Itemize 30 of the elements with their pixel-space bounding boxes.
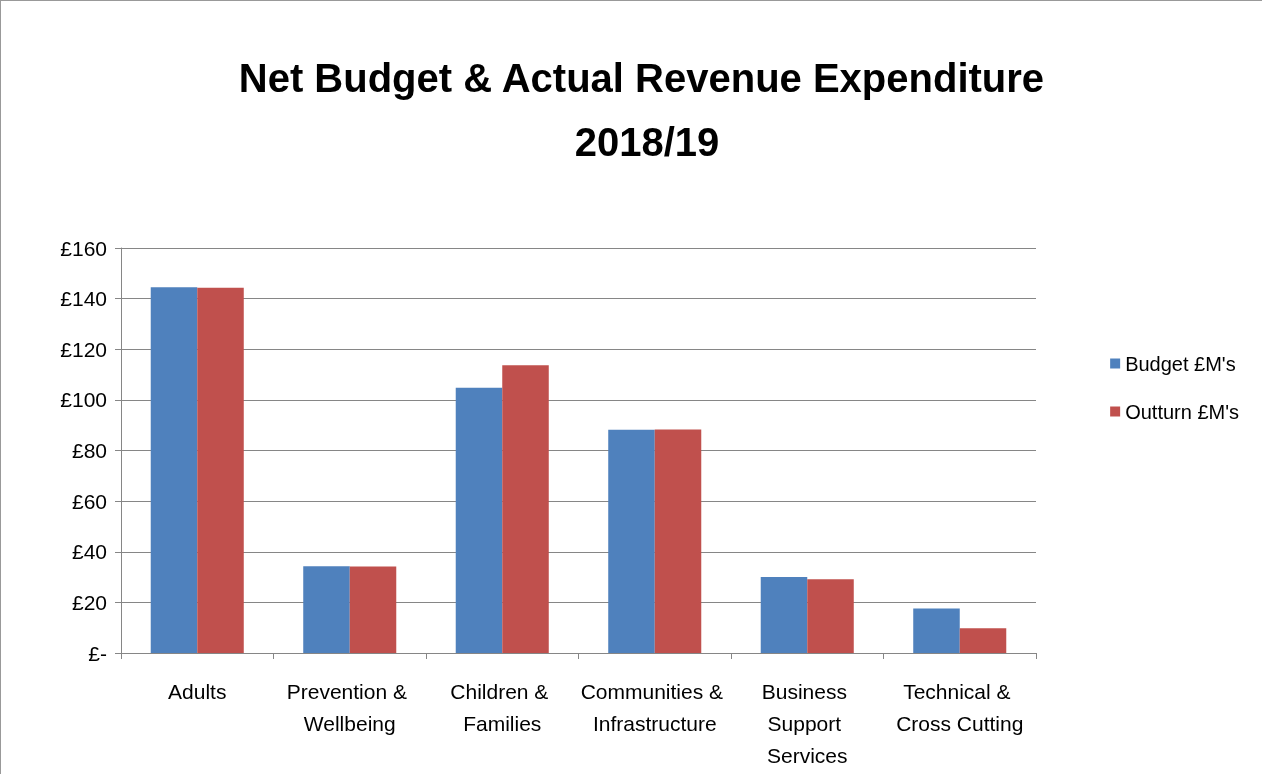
y-tick-label: £140 <box>60 287 107 311</box>
bar <box>654 429 702 653</box>
legend-label: Outturn £M's <box>1125 400 1239 423</box>
y-tick-label: £100 <box>60 388 107 412</box>
bar <box>807 579 854 653</box>
x-tick-label: Children & Families <box>450 679 555 735</box>
x-tick-label: Adults <box>168 679 227 703</box>
bar <box>913 608 960 653</box>
y-tick-label: £80 <box>71 439 107 462</box>
y-tick-label: £- <box>88 641 107 665</box>
y-tick-label: £120 <box>60 337 107 361</box>
y-tick-label: £160 <box>60 236 107 260</box>
bar <box>455 387 503 653</box>
y-tick-label: £40 <box>71 540 107 564</box>
bar <box>150 287 198 653</box>
y-tick-label: £60 <box>71 489 107 513</box>
bar <box>760 577 808 653</box>
bar <box>349 566 397 653</box>
x-tick-label: Communities & Infrastructure <box>580 679 729 735</box>
x-tick-label: Business Support Services <box>761 679 853 767</box>
bar <box>502 365 549 653</box>
x-tick-label: Technical & Cross Cutting <box>896 679 1024 735</box>
chart-title: Net Budget & Actual Revenue Expenditure 2018/19 <box>238 56 1056 164</box>
bar <box>608 429 655 653</box>
x-tick-label: Prevention & Wellbeing <box>286 679 413 735</box>
y-tick-label: £20 <box>71 590 107 614</box>
bar <box>303 566 350 653</box>
legend-label: Budget £M's <box>1125 352 1236 375</box>
bar <box>197 287 244 653</box>
bar <box>959 628 1007 653</box>
